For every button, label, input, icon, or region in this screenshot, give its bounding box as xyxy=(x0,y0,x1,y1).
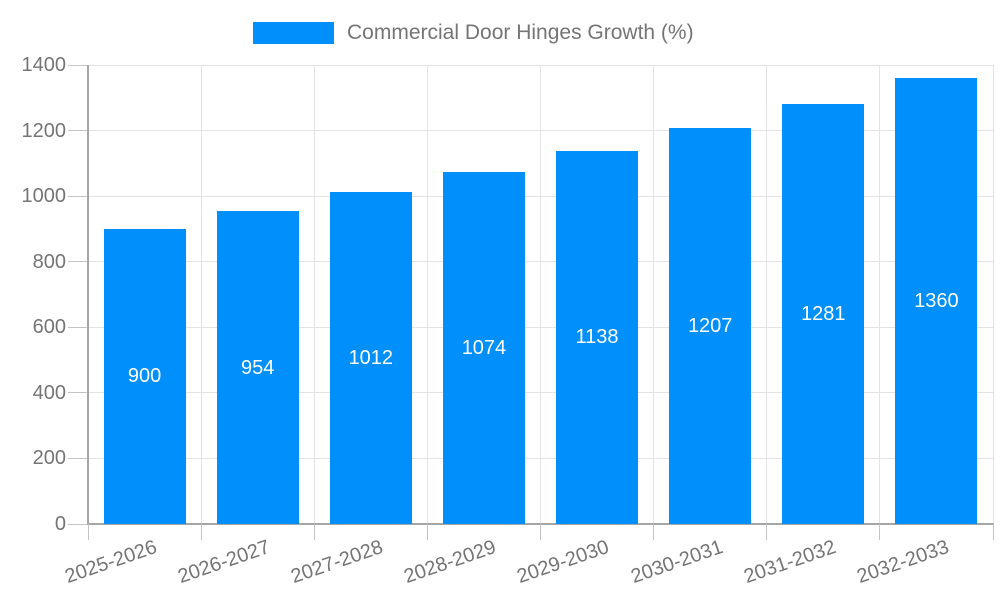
y-tickmark xyxy=(68,64,88,66)
legend-item[interactable]: Commercial Door Hinges Growth (%) xyxy=(253,22,694,44)
x-tick-label: 2029-2030 xyxy=(514,536,613,588)
bar[interactable] xyxy=(669,128,752,524)
bar[interactable] xyxy=(442,171,525,524)
x-tickmark xyxy=(653,524,655,540)
y-tickmark xyxy=(68,261,88,263)
bar[interactable] xyxy=(216,211,299,524)
v-gridline xyxy=(313,65,315,524)
v-gridline xyxy=(200,65,202,524)
y-tick-label: 600 xyxy=(32,316,66,339)
x-tick-label: 2028-2029 xyxy=(401,536,500,588)
v-gridline xyxy=(992,65,994,524)
y-tick-label: 1000 xyxy=(21,185,67,208)
y-tickmark xyxy=(68,457,88,459)
x-tick-label: 2027-2028 xyxy=(288,536,386,588)
bar-value-label: 1207 xyxy=(687,315,733,338)
bar[interactable] xyxy=(895,78,978,524)
bar-value-label: 900 xyxy=(127,365,162,388)
bar-value-label: 1360 xyxy=(914,290,959,313)
y-axis-line xyxy=(87,65,89,525)
y-tickmark xyxy=(68,392,88,394)
x-tickmark xyxy=(426,524,428,540)
bar[interactable] xyxy=(103,228,186,524)
legend: Commercial Door Hinges Growth (%) xyxy=(253,22,694,44)
x-tickmark xyxy=(879,524,881,540)
y-tickmark xyxy=(68,195,88,197)
y-tick-label: 1400 xyxy=(21,54,67,76)
y-tickmark xyxy=(68,130,88,132)
x-tick-label: 2032-2033 xyxy=(853,536,952,588)
y-tick-label: 400 xyxy=(32,381,66,404)
bar[interactable] xyxy=(329,192,412,524)
x-tickmark xyxy=(540,524,541,540)
x-tick-label: 2031-2032 xyxy=(740,536,839,588)
x-tickmark xyxy=(87,524,89,540)
y-tickmark xyxy=(68,326,88,328)
y-tick-label: 200 xyxy=(32,447,66,470)
bar-value-label: 954 xyxy=(241,356,275,379)
x-tickmark xyxy=(992,524,994,540)
bar-value-label: 1138 xyxy=(575,326,619,349)
y-tickmark xyxy=(68,523,88,525)
x-tickmark xyxy=(313,524,315,540)
x-tick-label: 2026-2027 xyxy=(175,536,273,588)
legend-swatch xyxy=(253,22,334,44)
y-tick-label: 800 xyxy=(32,250,66,273)
v-gridline xyxy=(879,65,881,524)
bar[interactable] xyxy=(556,150,639,524)
bar-value-label: 1012 xyxy=(348,347,394,370)
y-tick-label: 0 xyxy=(54,513,66,535)
bar-value-label: 1074 xyxy=(461,336,507,359)
v-gridline xyxy=(540,65,541,524)
bar[interactable] xyxy=(782,104,865,524)
x-tickmark xyxy=(766,524,768,540)
x-tick-label: 2025-2026 xyxy=(62,536,160,588)
x-tickmark xyxy=(200,524,202,540)
v-gridline xyxy=(653,65,655,524)
v-gridline xyxy=(426,65,428,524)
legend-label: Commercial Door Hinges Growth (%) xyxy=(347,21,694,44)
v-gridline xyxy=(766,65,768,524)
bar-value-label: 1281 xyxy=(801,303,846,325)
x-tick-label: 2030-2031 xyxy=(627,536,726,588)
y-tick-label: 1200 xyxy=(21,119,67,142)
